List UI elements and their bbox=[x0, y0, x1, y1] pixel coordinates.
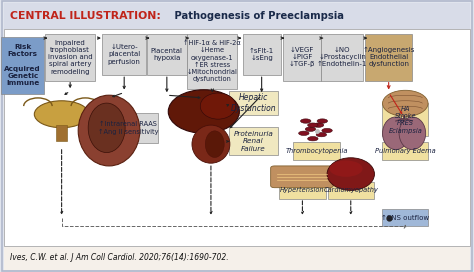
Ellipse shape bbox=[316, 132, 327, 137]
Ellipse shape bbox=[322, 128, 332, 133]
Text: ↑Intrarenal RAAS
↑Ang II sensitivity: ↑Intrarenal RAAS ↑Ang II sensitivity bbox=[98, 121, 158, 135]
FancyBboxPatch shape bbox=[271, 166, 333, 188]
FancyBboxPatch shape bbox=[279, 182, 326, 199]
Ellipse shape bbox=[200, 93, 236, 119]
FancyBboxPatch shape bbox=[147, 33, 186, 75]
Text: HA
Stroke
PRES
Eclampsia: HA Stroke PRES Eclampsia bbox=[388, 106, 422, 134]
Ellipse shape bbox=[383, 117, 409, 150]
Ellipse shape bbox=[88, 103, 125, 153]
FancyBboxPatch shape bbox=[45, 33, 95, 81]
FancyBboxPatch shape bbox=[328, 182, 374, 199]
Text: Risk
Factors

Acquired
Genetic
Immune: Risk Factors Acquired Genetic Immune bbox=[4, 44, 41, 86]
FancyBboxPatch shape bbox=[382, 143, 428, 159]
FancyBboxPatch shape bbox=[293, 143, 340, 159]
Text: Proteinuria
Renal
Failure: Proteinuria Renal Failure bbox=[234, 131, 273, 152]
FancyBboxPatch shape bbox=[98, 113, 158, 143]
Text: CENTRAL ILLUSTRATION:: CENTRAL ILLUSTRATION: bbox=[10, 11, 161, 20]
Text: Cardiomyopathy: Cardiomyopathy bbox=[323, 187, 378, 193]
Text: ↓VEGF
↓PlGF
↓TGF-β: ↓VEGF ↓PlGF ↓TGF-β bbox=[289, 47, 315, 67]
FancyBboxPatch shape bbox=[243, 33, 281, 75]
FancyBboxPatch shape bbox=[321, 33, 363, 81]
Text: Hepatic
Dysfunction: Hepatic Dysfunction bbox=[231, 94, 276, 113]
FancyBboxPatch shape bbox=[1, 37, 44, 94]
Text: ↑HIF-1α & HIF-2α
↓Heme
oxygenase-1
↑ER stress
↓Mitochondrial
dysfunction: ↑HIF-1α & HIF-2α ↓Heme oxygenase-1 ↑ER s… bbox=[183, 40, 241, 82]
FancyBboxPatch shape bbox=[56, 125, 67, 141]
Text: ↑sFlt-1
↓sEng: ↑sFlt-1 ↓sEng bbox=[249, 48, 274, 61]
Ellipse shape bbox=[383, 90, 428, 116]
Text: ↑SNS outflow: ↑SNS outflow bbox=[381, 215, 429, 221]
Ellipse shape bbox=[327, 158, 374, 190]
Ellipse shape bbox=[313, 123, 324, 127]
FancyBboxPatch shape bbox=[4, 29, 470, 246]
FancyBboxPatch shape bbox=[187, 33, 237, 89]
FancyBboxPatch shape bbox=[382, 209, 428, 226]
Text: ↑Angiogenesis
Endothelial
dysfunction: ↑Angiogenesis Endothelial dysfunction bbox=[363, 47, 415, 67]
Ellipse shape bbox=[78, 95, 140, 166]
Text: Pulmonary Edema: Pulmonary Edema bbox=[375, 148, 436, 154]
FancyBboxPatch shape bbox=[382, 103, 428, 136]
Ellipse shape bbox=[34, 101, 89, 128]
Ellipse shape bbox=[192, 125, 230, 163]
Ellipse shape bbox=[308, 137, 318, 141]
FancyBboxPatch shape bbox=[4, 3, 470, 29]
Ellipse shape bbox=[329, 160, 363, 177]
Ellipse shape bbox=[301, 119, 311, 123]
FancyBboxPatch shape bbox=[229, 91, 278, 115]
Text: Placental
hypoxia: Placental hypoxia bbox=[151, 48, 183, 61]
FancyBboxPatch shape bbox=[229, 127, 278, 156]
Text: ↓NO
↓Prostacyclin
↑Endothelin-1: ↓NO ↓Prostacyclin ↑Endothelin-1 bbox=[317, 47, 367, 67]
Ellipse shape bbox=[317, 119, 328, 123]
Ellipse shape bbox=[205, 131, 224, 157]
Ellipse shape bbox=[399, 117, 426, 150]
Text: Hypertension: Hypertension bbox=[280, 187, 325, 193]
Ellipse shape bbox=[308, 123, 318, 127]
FancyBboxPatch shape bbox=[102, 33, 146, 75]
Ellipse shape bbox=[305, 127, 316, 131]
Ellipse shape bbox=[299, 131, 309, 135]
Text: ↓Utero-
placental
perfusion: ↓Utero- placental perfusion bbox=[108, 44, 141, 65]
Text: Pathogenesis of Preeclampsia: Pathogenesis of Preeclampsia bbox=[171, 11, 344, 20]
Text: Impaired
trophoblast
invasion and
spiral artery
remodeling: Impaired trophoblast invasion and spiral… bbox=[48, 40, 92, 75]
FancyBboxPatch shape bbox=[365, 33, 412, 81]
Text: Ives, C.W. et al. J Am Coll Cardiol. 2020;76(14):1690-702.: Ives, C.W. et al. J Am Coll Cardiol. 202… bbox=[10, 253, 229, 262]
FancyBboxPatch shape bbox=[4, 247, 470, 270]
Ellipse shape bbox=[168, 90, 239, 133]
Text: Thrombocytopenia: Thrombocytopenia bbox=[285, 148, 348, 154]
FancyBboxPatch shape bbox=[283, 33, 321, 81]
